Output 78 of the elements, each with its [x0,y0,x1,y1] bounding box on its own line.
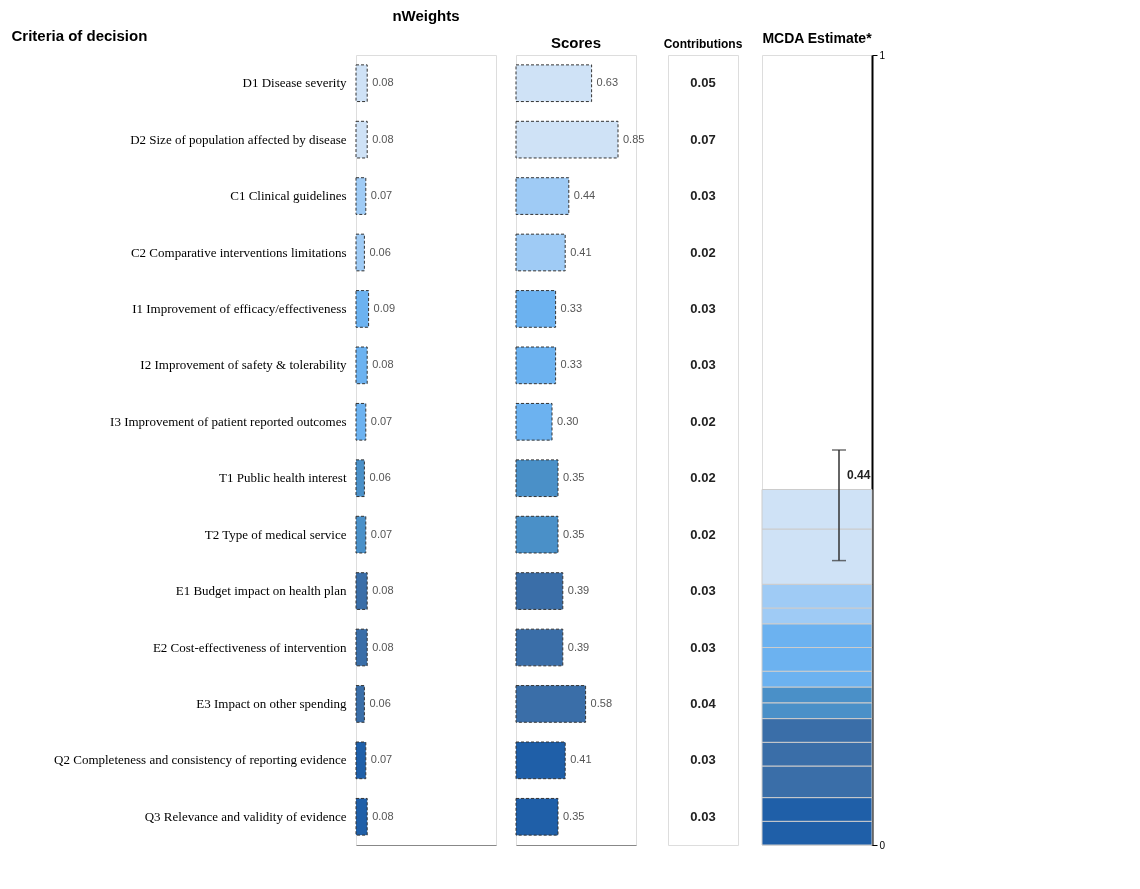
bar [515,346,557,385]
data-label: 0.63 [596,76,619,89]
data-label: 0.39 [567,640,590,653]
bar [515,402,553,441]
data-label: 0.30 [557,414,579,427]
data-label: 0.07 [370,189,393,202]
bar [515,233,566,272]
data-label: 0.44 [573,189,596,202]
y-tick-label: 1 [879,49,886,61]
bar [515,628,564,667]
y-tick-label: Q2 Completeness and consistency of reporting evidence [54,752,347,768]
bar [515,177,570,215]
text: Contributions [663,37,743,51]
chart-title: MCDA Estimate* [762,30,873,46]
data-label: 0.58 [590,696,613,709]
y-tick-label: C2 Comparative interventions limitations [130,244,347,260]
y-tick-label: E2 Cost-effectiveness of intervention [152,639,347,655]
bar [515,741,566,780]
data-label: 0.03 [690,808,716,824]
y-tick-label: I1 Improvement of efficacy/effectiveness [132,300,347,316]
y-tick-label: 0 [879,839,886,851]
data-label: 0.07 [370,527,393,540]
data-label: 0.03 [690,188,716,204]
data-label: 0.41 [570,753,592,766]
data-label: 0.85 [623,132,645,145]
data-label: 0.04 [690,695,717,711]
data-label: 0.03 [690,583,716,599]
data-label: 0.03 [690,357,716,373]
y-tick-label: E3 Impact on other spending [196,695,347,711]
y-tick-label: T1 Public health interest [219,470,347,486]
data-label: 0.03 [690,300,716,316]
chart-title: Scores [550,34,602,51]
data-label: 0.06 [369,471,391,484]
data-label: 0.06 [369,245,391,258]
data-label: 0.08 [372,640,394,653]
data-label: 0.08 [372,76,394,89]
data-label: 0.02 [690,526,716,542]
bar [515,120,619,159]
bar [515,64,593,103]
y-tick-label: D1 Disease severity [242,75,347,91]
y-tick-label: T2 Type of medical service [204,526,347,542]
data-label: 0.35 [563,471,585,484]
data-label: 0.41 [570,245,592,258]
data-label: 0.08 [372,584,394,597]
bar [515,290,557,328]
data-label: 0.33 [560,301,583,314]
y-tick-label: C1 Clinical guidelines [230,188,347,204]
data-label: 0.05 [690,75,716,91]
data-label: 0.08 [372,809,394,822]
data-label: 0.02 [690,413,716,429]
bar [515,459,559,498]
data-label: 0.08 [372,132,394,145]
y-tick-label: I2 Improvement of safety & tolerability [140,357,347,373]
data-label: 0.39 [567,584,590,597]
y-tick-label: Q3 Relevance and validity of evidence [144,808,347,824]
y-axis-title: Criteria of decision [11,26,148,44]
data-label: 0.35 [563,527,585,540]
data-label: 0.07 [690,131,716,147]
data-label: 0.07 [370,414,393,427]
data-label: 0.03 [690,639,716,655]
data-label: 0.08 [372,358,394,371]
bar [515,685,587,723]
data-label: 0.02 [690,470,716,486]
y-tick-label: D2 Size of population affected by disease [130,131,347,147]
data-label: 0.06 [369,696,391,709]
y-tick-label: E1 Budget impact on health plan [175,583,347,599]
chart-title: nWeights [392,7,460,24]
y-tick-label: I3 Improvement of patient reported outcomes [110,413,347,429]
bar [515,572,564,610]
data-label: 0.03 [690,752,716,768]
total-label: 0.44 [847,467,871,482]
data-label: 0.02 [690,244,716,260]
data-label: 0.35 [563,809,585,822]
data-label: 0.33 [560,358,583,371]
bar [515,797,559,836]
data-label: 0.07 [370,753,393,766]
data-label: 0.09 [373,301,396,314]
bar [515,515,559,554]
